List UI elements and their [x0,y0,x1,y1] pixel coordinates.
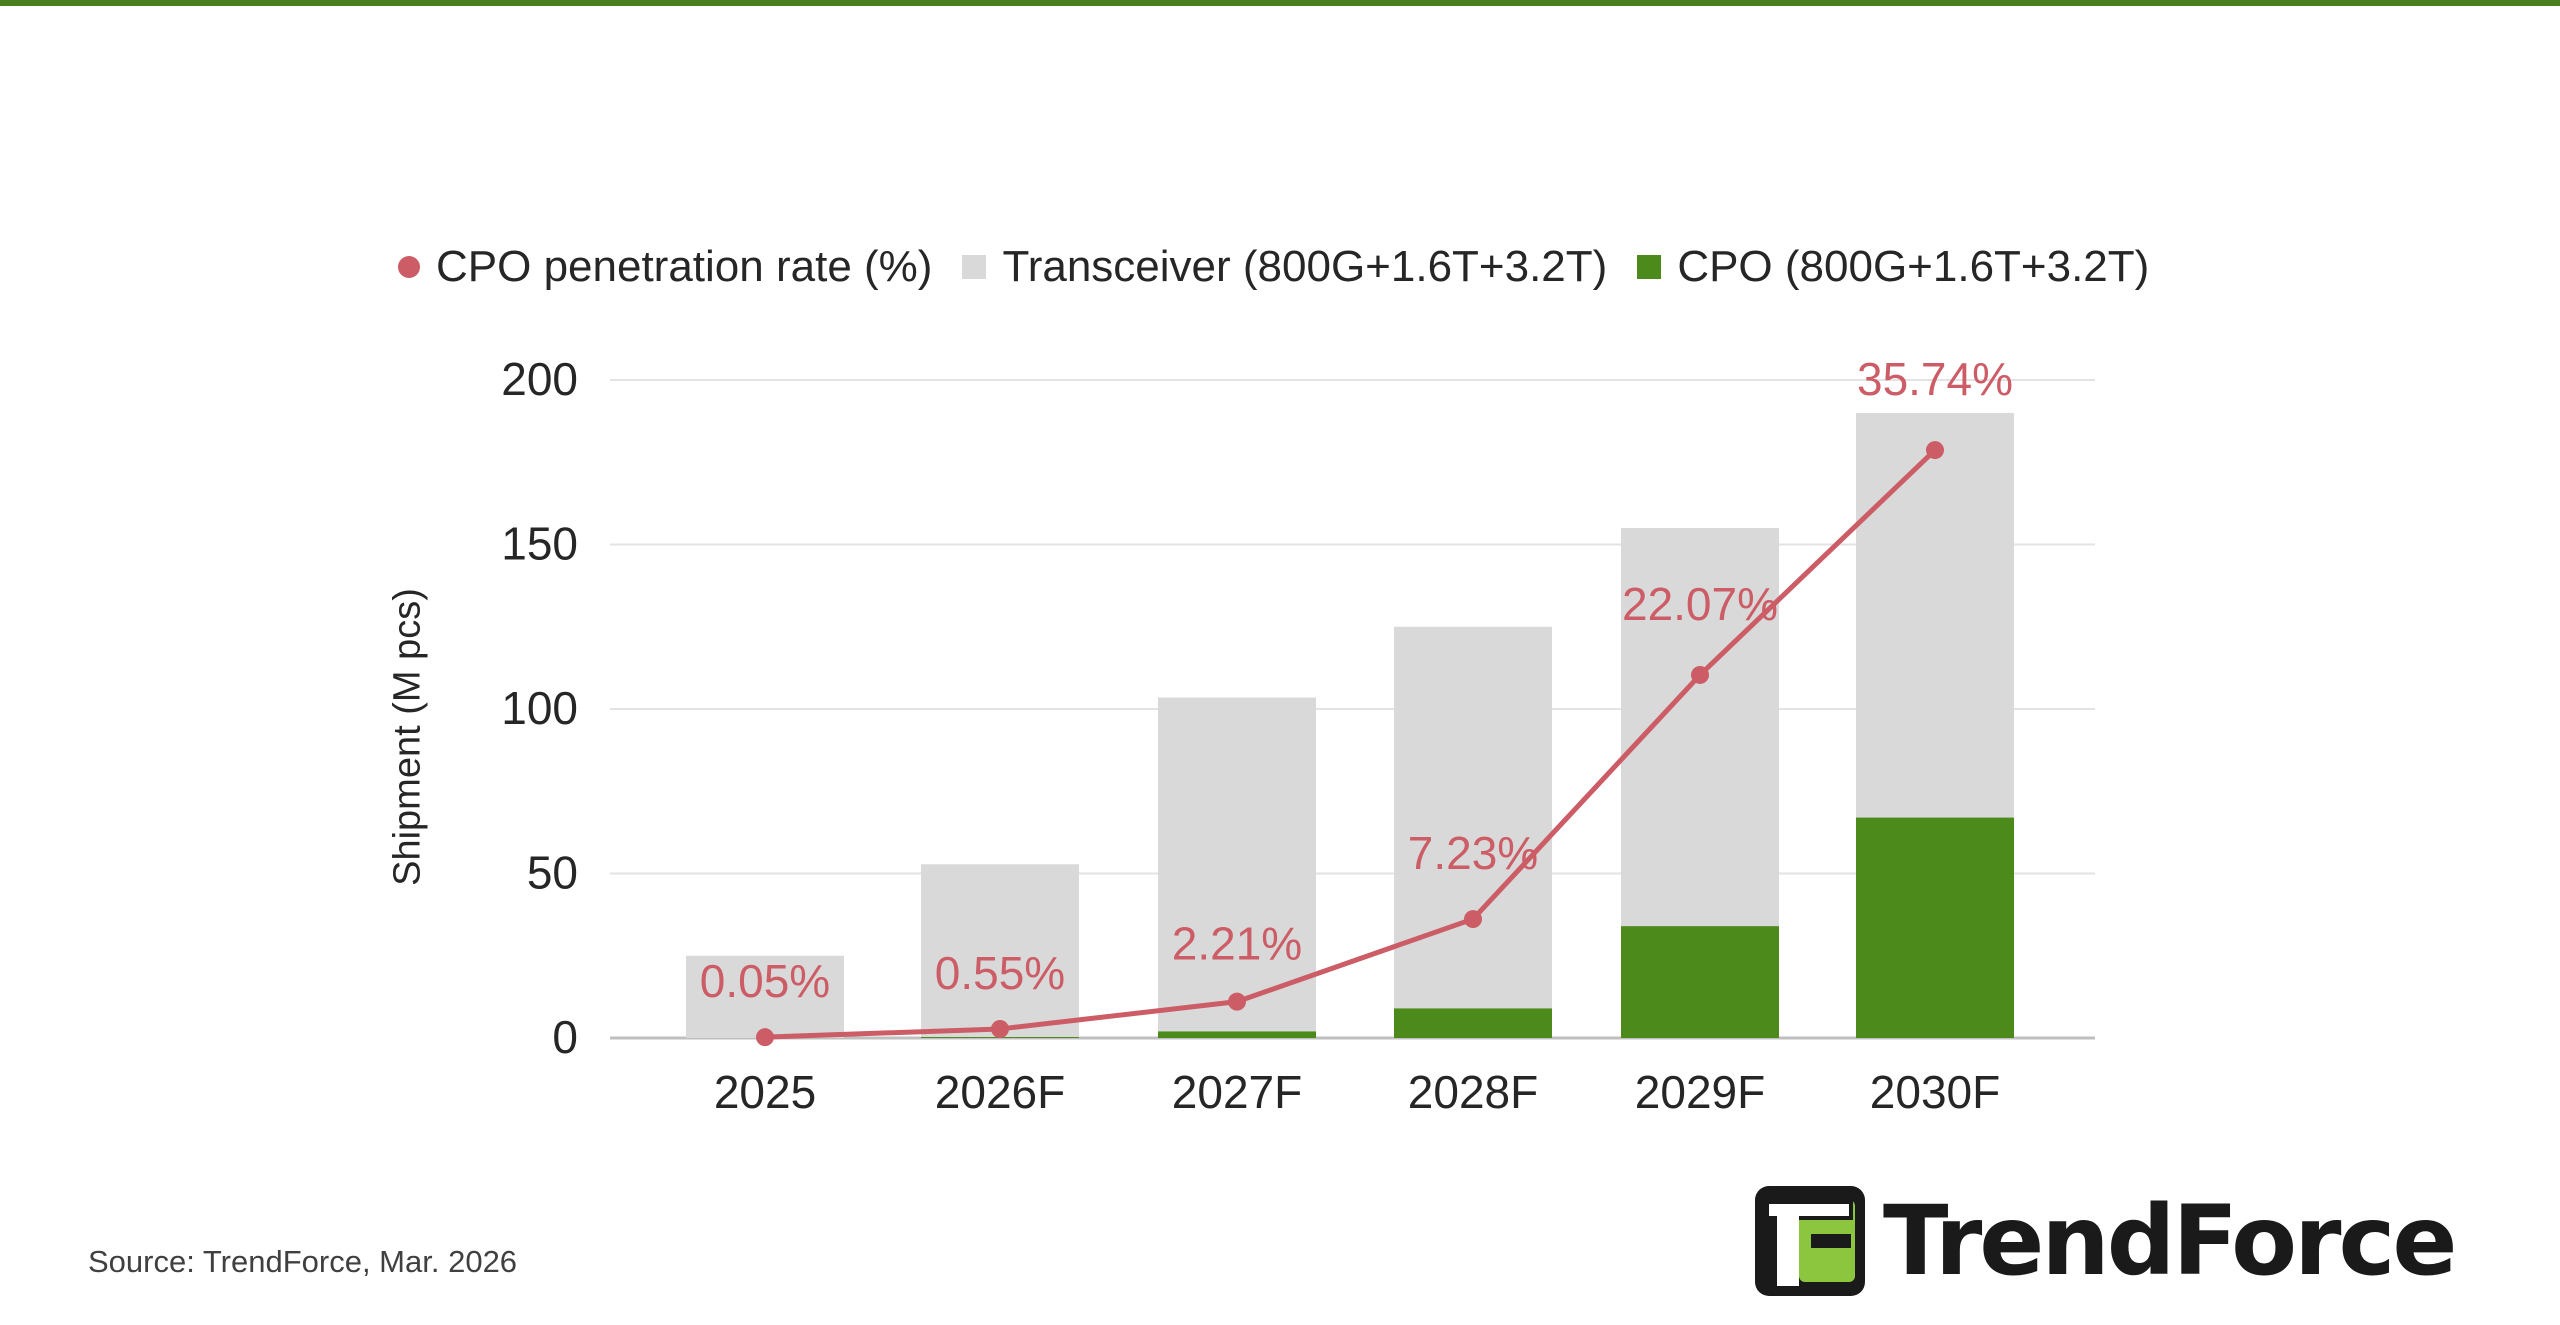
legend-square-icon [1637,255,1662,279]
penetration-point [1464,910,1482,929]
brand-name: TrendForce [1883,1185,2457,1297]
penetration-point [1926,441,1944,460]
penetration-data-label: 2.21% [1172,918,1302,970]
trendforce-logo-icon [1755,1186,1865,1296]
legend-item-transceiver: Transceiver (800G+1.6T+3.2T) [962,242,1607,292]
x-tick-label: 2026F [935,1066,1065,1118]
penetration-data-label: 0.55% [935,947,1065,999]
x-tick-label: 2029F [1635,1066,1765,1118]
y-tick-label: 100 [501,682,578,734]
legend-label-transceiver: Transceiver (800G+1.6T+3.2T) [1002,242,1608,291]
penetration-data-label: 22.07% [1622,578,1778,630]
legend-dot-icon [398,256,420,278]
source-note: Source: TrendForce, Mar. 2026 [88,1244,518,1279]
y-axis-title: Shipment (M pcs) [386,588,429,886]
bar-transceiver [1158,697,1316,1032]
legend-square-icon [962,255,987,279]
bar-cpo [1158,1031,1316,1038]
bar-transceiver [921,864,1079,1038]
y-tick-label: 200 [501,353,578,405]
y-tick-label: 150 [501,518,578,570]
penetration-point [756,1028,774,1047]
bar-cpo [1394,1008,1552,1038]
y-tick-label: 0 [552,1011,578,1063]
penetration-data-label: 35.74% [1857,353,2013,405]
legend-label-penetration: CPO penetration rate (%) [436,242,933,291]
penetration-data-label: 0.05% [700,955,830,1007]
legend-item-penetration: CPO penetration rate (%) [398,242,932,292]
bar-transceiver [1856,412,2014,818]
chart-legend: CPO penetration rate (%) Transceiver (80… [398,242,2149,292]
x-tick-label: 2028F [1408,1066,1538,1118]
legend-label-cpo: CPO (800G+1.6T+3.2T) [1677,242,2150,291]
bar-cpo [1856,817,2014,1038]
legend-item-cpo: CPO (800G+1.6T+3.2T) [1637,242,2149,292]
bar-cpo [1621,926,1779,1038]
penetration-point [1691,665,1709,684]
bar-transceiver [1394,626,1552,1009]
x-tick-label: 2027F [1172,1066,1302,1118]
x-tick-label: 2030F [1870,1066,2000,1118]
penetration-line [764,448,1937,1040]
penetration-point [1228,992,1246,1011]
penetration-data-label: 7.23% [1408,827,1538,879]
bar-transceiver [1621,528,1779,927]
x-tick-label: 2025 [714,1066,816,1118]
bar-transceiver [686,955,844,1038]
brand-logo: TrendForce [1755,1185,2457,1297]
penetration-point [991,1019,1009,1038]
y-tick-label: 50 [527,847,578,899]
top-accent-bar [0,0,2560,6]
